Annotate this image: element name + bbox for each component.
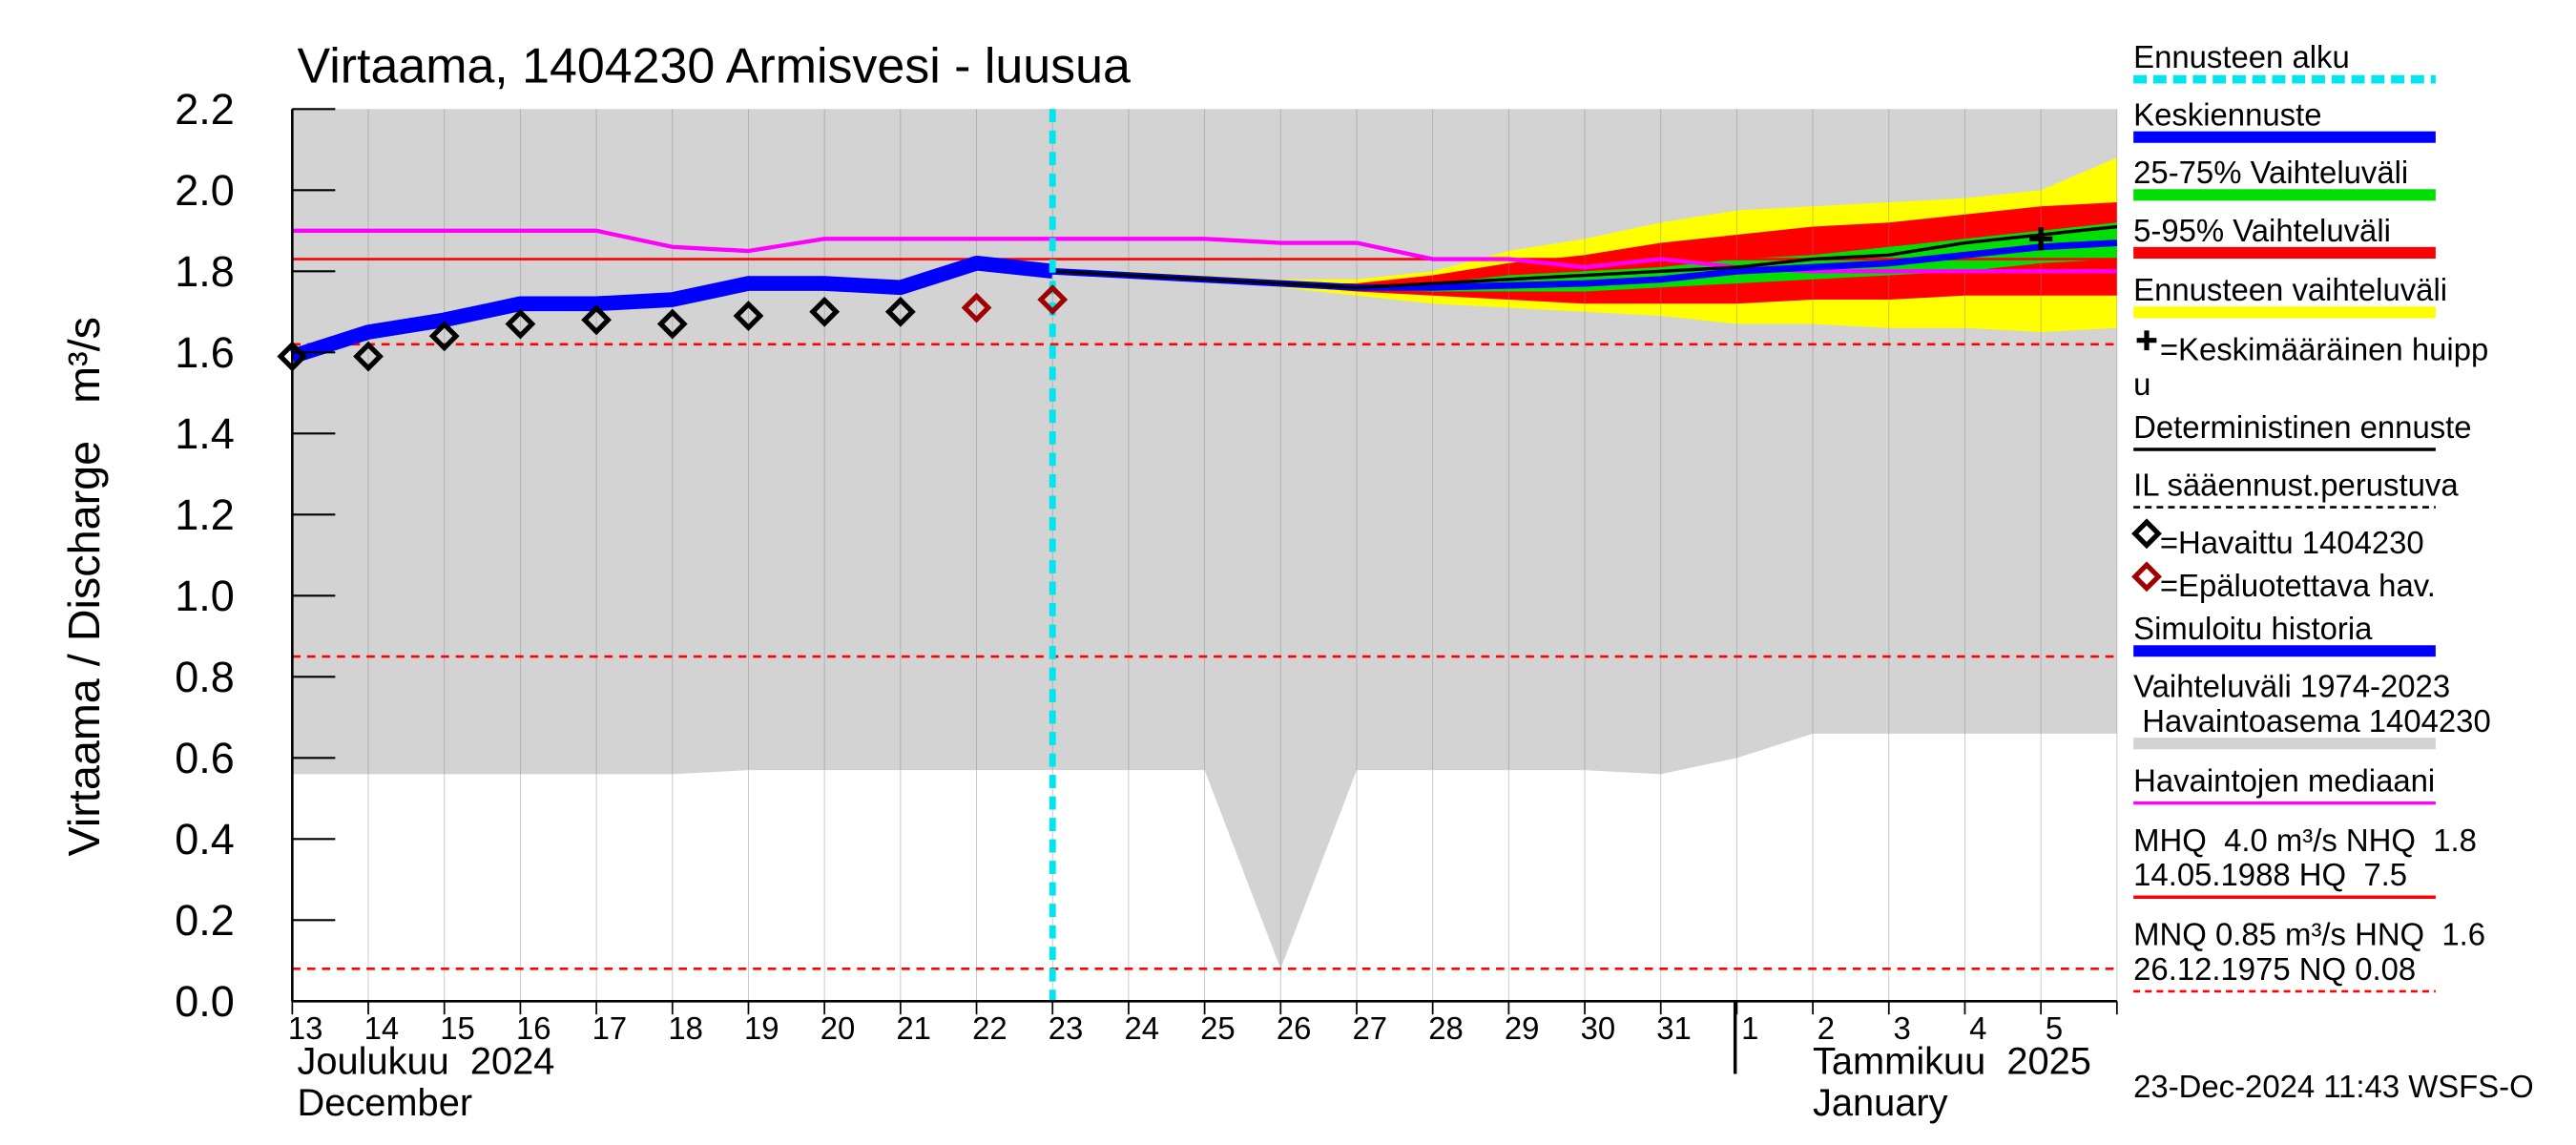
diamond-marker <box>353 341 384 372</box>
legend-label: MNQ 0.85 m³/s HNQ 1.6 <box>2133 916 2485 951</box>
legend-label: Simuloitu historia <box>2133 611 2373 646</box>
x-tick-label: 14 <box>364 1010 400 1046</box>
legend-label: Vaihteluväli 1974-2023 <box>2133 669 2450 704</box>
x-tick-label: 21 <box>896 1010 931 1046</box>
y-tick-label: 0.4 <box>175 815 235 864</box>
legend-label: 14.05.1988 HQ 7.5 <box>2133 857 2407 892</box>
diamond-marker <box>277 341 308 372</box>
x-tick-label: 19 <box>744 1010 779 1046</box>
legend-label: Deterministinen ennuste <box>2133 409 2471 445</box>
x-tick-label: 16 <box>516 1010 551 1046</box>
month-label: December <box>298 1082 473 1124</box>
y-tick-label: 2.2 <box>175 85 235 134</box>
y-tick-label: 0.0 <box>175 977 235 1026</box>
legend-label: IL sääennust.perustuva <box>2133 467 2459 502</box>
range-band <box>1052 202 2117 304</box>
x-tick-label: 13 <box>288 1010 323 1046</box>
y-tick-label: 2.0 <box>175 166 235 215</box>
month-label: January <box>1813 1082 1948 1124</box>
series-line <box>292 228 2117 274</box>
x-tick-label: 22 <box>972 1010 1008 1046</box>
cross-marker <box>2029 227 2053 251</box>
legend-label: 25-75% Vaihteluväli <box>2133 155 2408 190</box>
legend-label: =Havaittu 1404230 <box>2160 525 2424 560</box>
x-tick-label: 26 <box>1277 1010 1312 1046</box>
x-tick-label: 18 <box>668 1010 703 1046</box>
diamond-marker <box>2131 561 2162 593</box>
y-tick-label: 1.6 <box>175 328 235 377</box>
y-tick-label: 1.2 <box>175 490 235 539</box>
y-tick-label: 1.4 <box>175 409 235 458</box>
diamond-marker <box>733 301 764 331</box>
x-tick-label: 28 <box>1428 1010 1464 1046</box>
diamond-marker <box>884 296 916 327</box>
diamond-marker <box>428 321 460 352</box>
legend-label: 5-95% Vaihteluväli <box>2133 213 2391 248</box>
diamond-marker <box>581 304 613 336</box>
legend-label: Havaintojen mediaani <box>2133 762 2435 798</box>
x-tick-label: 30 <box>1581 1010 1616 1046</box>
y-axis-label: Virtaama / Discharge m³/s <box>59 317 109 856</box>
footer: 23-Dec-2024 11:43 WSFS-O <box>2133 1069 2534 1104</box>
x-tick-label: 1 <box>1741 1010 1758 1046</box>
legend-label: u <box>2133 366 2150 402</box>
diamond-marker <box>961 292 992 323</box>
series-line <box>1052 224 2118 290</box>
x-tick-label: 4 <box>1969 1010 1986 1046</box>
y-tick-label: 1.0 <box>175 572 235 620</box>
x-tick-label: 23 <box>1049 1010 1084 1046</box>
x-tick-label: 2 <box>1818 1010 1835 1046</box>
legend-label: 26.12.1975 NQ 0.08 <box>2133 951 2416 987</box>
legend-label: MHQ 4.0 m³/s NHQ 1.8 <box>2133 822 2477 858</box>
diamond-marker <box>2131 518 2162 550</box>
series-line <box>289 256 1054 364</box>
x-tick-label: 31 <box>1656 1010 1692 1046</box>
legend-label: Ennusteen vaihteluväli <box>2133 272 2447 307</box>
x-tick-label: 15 <box>440 1010 475 1046</box>
diamond-marker <box>505 308 536 340</box>
range-band <box>1052 222 2117 292</box>
x-tick-label: 17 <box>592 1010 628 1046</box>
y-tick-label: 1.8 <box>175 247 235 296</box>
x-tick-label: 25 <box>1200 1010 1236 1046</box>
chart-title: Virtaama, 1404230 Armisvesi - luusua <box>298 39 1131 94</box>
x-tick-label: 24 <box>1124 1010 1159 1046</box>
x-tick-label: 5 <box>2046 1010 2063 1046</box>
month-label: Tammikuu 2025 <box>1813 1041 2091 1083</box>
y-tick-label: 0.2 <box>175 896 235 945</box>
y-tick-label: 0.8 <box>175 653 235 701</box>
diamond-marker <box>656 308 688 340</box>
diamond-marker <box>1037 284 1069 315</box>
legend-label: Havaintoasema 1404230 <box>2133 703 2491 739</box>
x-tick-label: 3 <box>1893 1010 1910 1046</box>
legend-label: Ennusteen alku <box>2133 39 2350 74</box>
legend-label: =Epäluotettava hav. <box>2160 568 2436 603</box>
y-tick-label: 0.6 <box>175 734 235 782</box>
legend-label: Keskiennuste <box>2133 97 2321 133</box>
x-tick-label: 20 <box>821 1010 856 1046</box>
month-label: Joulukuu 2024 <box>298 1041 555 1083</box>
cross-marker <box>2136 330 2157 351</box>
x-tick-label: 29 <box>1505 1010 1540 1046</box>
legend-label: =Keskimääräinen huipp <box>2160 331 2488 366</box>
diamond-marker <box>809 296 841 327</box>
x-tick-label: 27 <box>1353 1010 1388 1046</box>
